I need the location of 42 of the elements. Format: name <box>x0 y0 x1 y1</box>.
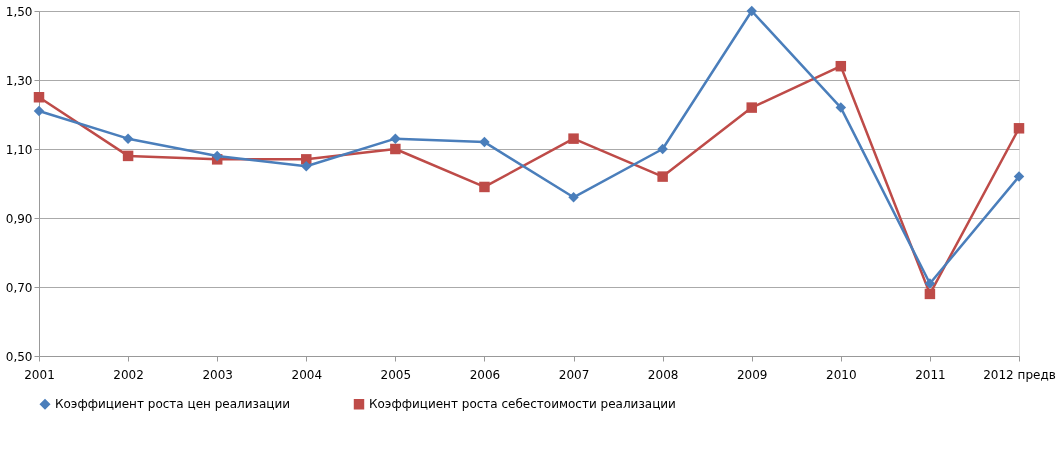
point <box>924 288 936 300</box>
y-tick-label: 1,30 <box>5 73 33 88</box>
point <box>390 133 401 144</box>
x-tick-label: 2011 <box>915 367 946 382</box>
x-tick-label: 2010 <box>826 367 857 382</box>
point <box>122 133 134 144</box>
point <box>479 181 490 193</box>
point <box>1013 171 1025 182</box>
legend-label: Коэффициент роста себестоимости реализации <box>369 397 676 412</box>
x-tick-label: 2004 <box>291 367 323 382</box>
point <box>568 133 579 144</box>
y-tick-label: 1,10 <box>5 142 33 157</box>
point <box>835 102 847 113</box>
point <box>122 150 134 162</box>
x-tick-label: 2001 <box>24 367 55 382</box>
point <box>924 278 936 289</box>
point <box>657 171 668 182</box>
x-tick-label: 2008 <box>647 367 679 382</box>
legend-label: Коэффициент роста цен реализации <box>55 397 291 412</box>
point <box>568 192 579 203</box>
x-tick-label: 2003 <box>202 367 233 382</box>
point <box>746 5 757 17</box>
point <box>746 102 757 113</box>
x-tick-label: 2009 <box>736 367 768 382</box>
y-tick-label: 1,50 <box>5 4 33 19</box>
y-tick-label: 0,90 <box>5 211 33 226</box>
point <box>479 136 490 148</box>
point <box>390 143 401 155</box>
x-tick-label: 2002 <box>113 367 144 382</box>
point <box>301 161 312 172</box>
point <box>211 150 223 162</box>
y-tick-label: 0,50 <box>5 349 33 364</box>
x-tick-label: 2007 <box>558 367 590 382</box>
x-tick-label: 2012 предв <box>983 367 1056 382</box>
point <box>835 60 847 72</box>
x-tick-label: 2006 <box>469 367 501 382</box>
point <box>1013 123 1025 134</box>
point <box>33 92 45 103</box>
x-tick-label: 2005 <box>380 367 412 382</box>
point <box>33 105 45 117</box>
y-tick-label: 0,70 <box>5 280 33 295</box>
point <box>657 143 668 155</box>
